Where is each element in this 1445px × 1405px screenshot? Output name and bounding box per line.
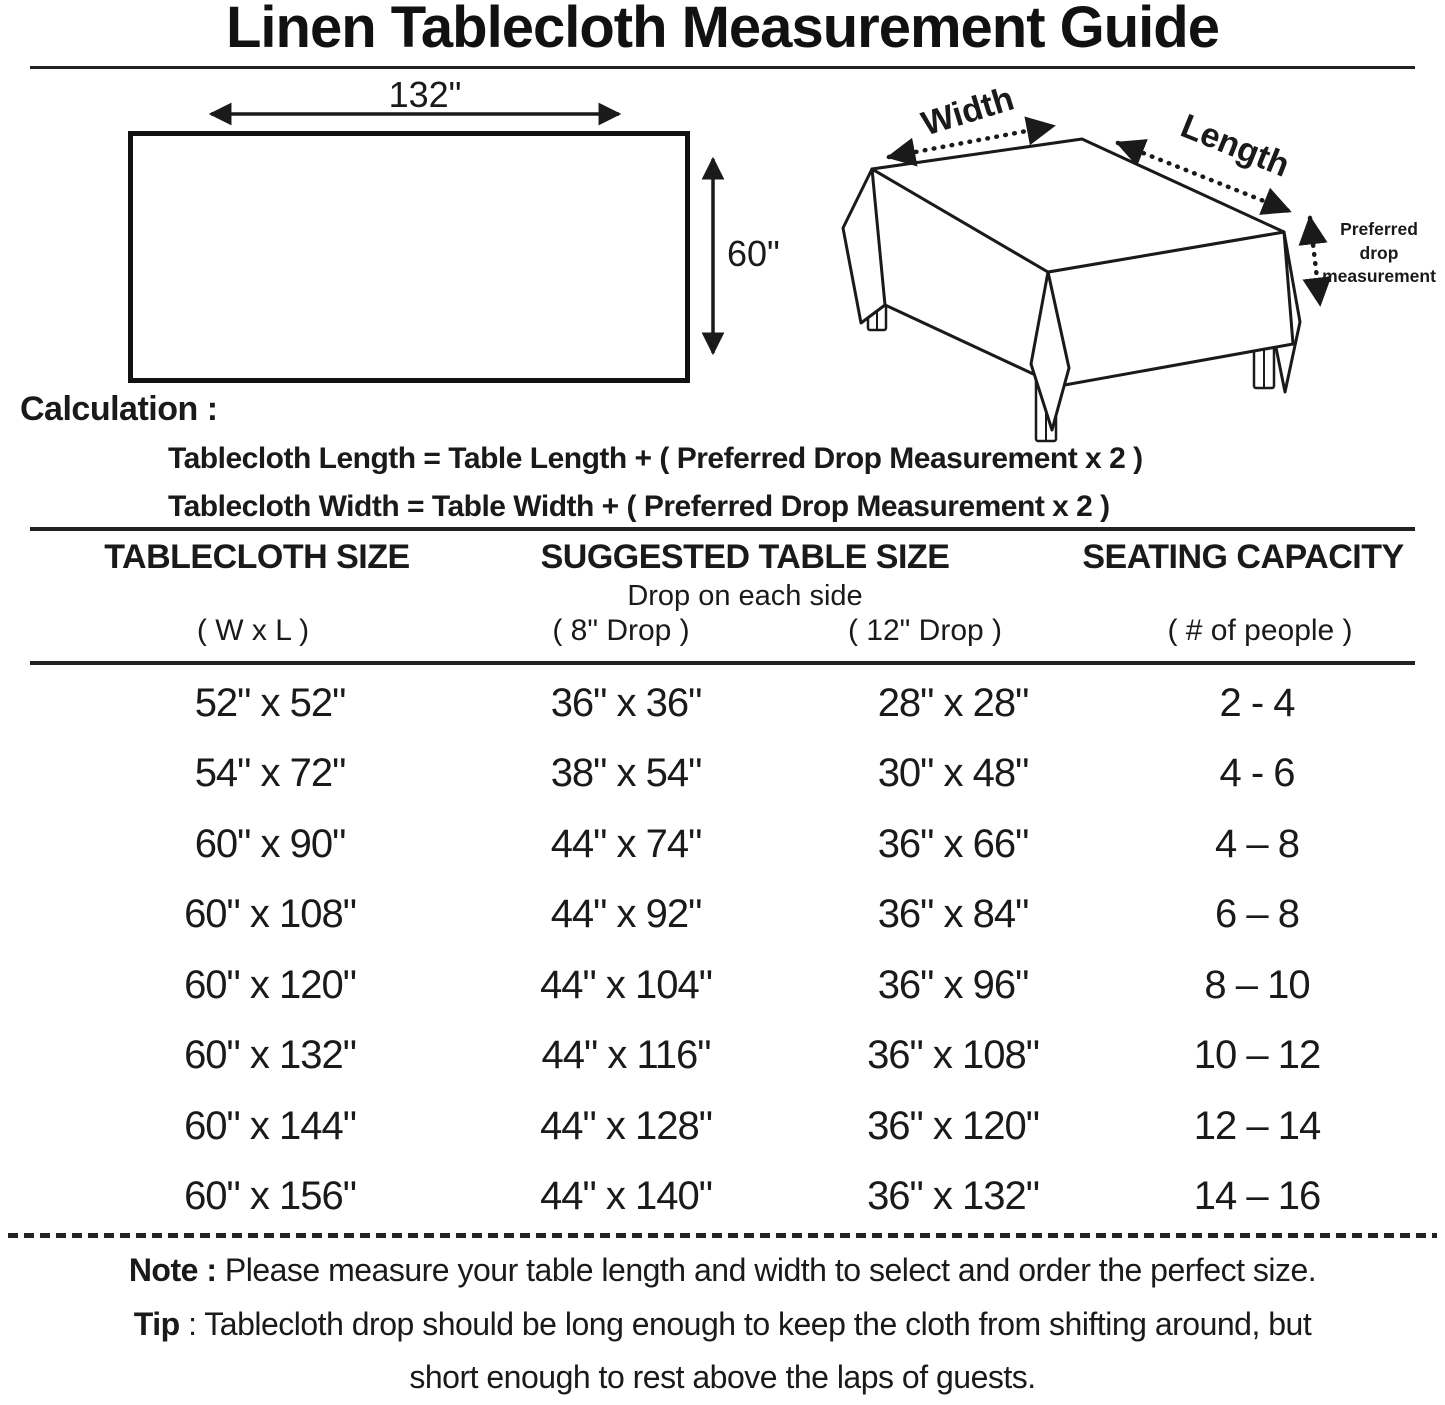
cell-8in-drop: 44" x 116" [541, 1033, 712, 1078]
header-divider [30, 661, 1415, 665]
subheader-12in-drop: ( 12" Drop ) [847, 614, 1003, 647]
drop-measurement-label-line2: drop [1360, 243, 1399, 263]
cell-12in-drop: 36" x 66" [877, 821, 1030, 866]
cell-tablecloth-size: 52" x 52" [194, 680, 347, 725]
illustration-width-label: Width [917, 80, 1018, 144]
size-table-header: TABLECLOTH SIZE SUGGESTED TABLE SIZE SEA… [30, 530, 1415, 661]
tip-text-line1: Tip : Tablecloth drop should be long eno… [0, 1306, 1445, 1343]
subheader-w-x-l: ( W x L ) [196, 614, 310, 647]
drop-measurement-label-line1: Preferred [1340, 219, 1418, 239]
cell-seating-capacity: 14 – 16 [1193, 1174, 1321, 1219]
calculation-heading: Calculation : [20, 390, 218, 428]
cell-seating-capacity: 12 – 14 [1193, 1103, 1321, 1148]
page-title: Linen Tablecloth Measurement Guide [226, 0, 1220, 60]
width-arrow-icon [208, 102, 622, 126]
size-table-body: 52" x 52" 36" x 36" 28" x 28" 2 - 4 54" … [30, 668, 1350, 1232]
column-header-tablecloth-size: TABLECLOTH SIZE [104, 538, 410, 576]
tablecloth-drape [841, 137, 1302, 432]
column-header-suggested-table-size: SUGGESTED TABLE SIZE [540, 538, 950, 576]
drop-measurement-label-line3: measurement [1322, 266, 1436, 286]
cell-12in-drop: 36" x 132" [867, 1174, 1040, 1219]
formula-tablecloth-length: Tablecloth Length = Table Length + ( Pre… [168, 442, 1143, 475]
tip-body: : Tablecloth drop should be long enough … [179, 1306, 1312, 1342]
cell-seating-capacity: 4 - 6 [1219, 751, 1295, 796]
note-text: Note : Please measure your table length … [0, 1252, 1445, 1289]
cell-12in-drop: 36" x 96" [877, 962, 1030, 1007]
cell-seating-capacity: 6 – 8 [1215, 892, 1300, 937]
length-dotted-arrow-icon [1115, 139, 1292, 215]
cell-8in-drop: 36" x 36" [550, 680, 703, 725]
cell-seating-capacity: 2 - 4 [1219, 680, 1295, 725]
cell-12in-drop: 30" x 48" [877, 751, 1030, 796]
subheader-number-of-people: ( # of people ) [1167, 614, 1353, 647]
cell-tablecloth-size: 60" x 108" [184, 892, 357, 937]
tablecloth-rectangle [128, 131, 690, 383]
cell-tablecloth-size: 60" x 132" [184, 1033, 357, 1078]
cell-12in-drop: 28" x 28" [877, 680, 1030, 725]
calculation-divider [30, 527, 1415, 531]
cell-12in-drop: 36" x 120" [867, 1103, 1040, 1148]
title-divider [30, 66, 1415, 69]
cell-8in-drop: 44" x 140" [540, 1174, 713, 1219]
cell-8in-drop: 44" x 92" [550, 892, 703, 937]
table-illustration: Width Length Preferred drop measurement [841, 80, 1436, 443]
formula-tablecloth-width: Tablecloth Width = Table Width + ( Prefe… [168, 490, 1110, 523]
cell-tablecloth-size: 54" x 72" [194, 751, 347, 796]
note-label: Note : [128, 1252, 217, 1288]
cell-8in-drop: 44" x 104" [540, 962, 713, 1007]
tip-text-line2: short enough to rest above the laps of g… [409, 1359, 1036, 1395]
cell-tablecloth-size: 60" x 120" [184, 962, 357, 1007]
subheader-8in-drop: ( 8" Drop ) [552, 614, 690, 647]
cell-seating-capacity: 8 – 10 [1204, 962, 1310, 1007]
cell-12in-drop: 36" x 84" [877, 892, 1030, 937]
rect-height-dimension-label: 60" [727, 233, 780, 274]
cell-12in-drop: 36" x 108" [867, 1033, 1040, 1078]
width-dotted-arrow-icon [886, 116, 1056, 167]
cell-tablecloth-size: 60" x 90" [194, 821, 347, 866]
cell-seating-capacity: 10 – 12 [1193, 1033, 1321, 1078]
cell-tablecloth-size: 60" x 156" [184, 1174, 357, 1219]
cell-8in-drop: 38" x 54" [550, 751, 703, 796]
tip-label: Tip [133, 1306, 180, 1342]
dashed-divider [8, 1233, 1437, 1238]
drop-dotted-arrow-icon [1298, 215, 1332, 307]
cell-seating-capacity: 4 – 8 [1215, 821, 1300, 866]
note-body: Please measure your table length and wid… [216, 1252, 1317, 1288]
cell-8in-drop: 44" x 128" [540, 1103, 713, 1148]
drop-on-each-side-subtitle: Drop on each side [627, 580, 863, 612]
cell-8in-drop: 44" x 74" [550, 821, 703, 866]
column-header-seating-capacity: SEATING CAPACITY [1082, 538, 1404, 576]
cell-tablecloth-size: 60" x 144" [184, 1103, 357, 1148]
height-arrow-icon [701, 156, 725, 356]
